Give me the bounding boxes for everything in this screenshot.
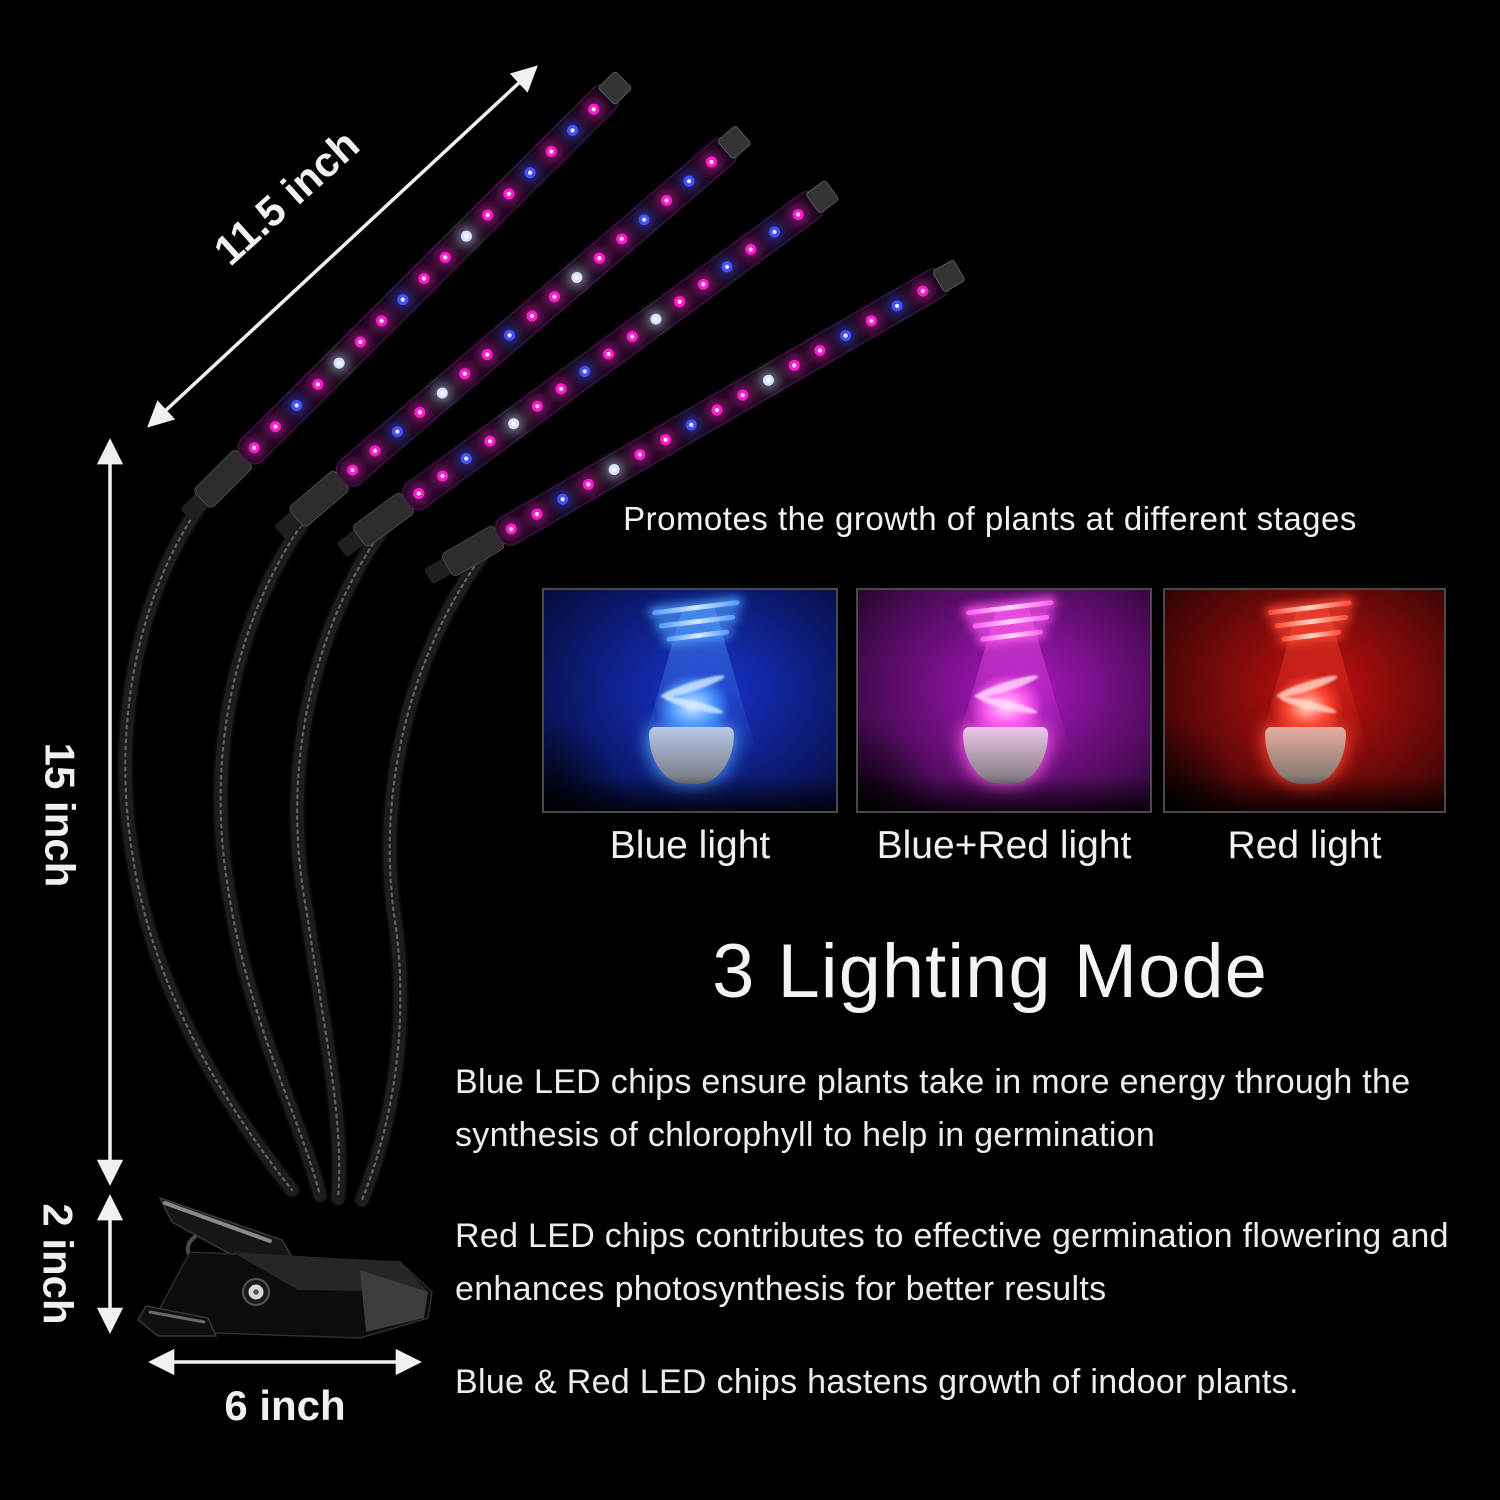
mode-card-red <box>1163 588 1446 813</box>
clip-width-label: 6 inch <box>224 1382 345 1429</box>
bar-length-arrow <box>147 65 538 428</box>
mode-photo-blue-red <box>856 588 1152 813</box>
floor-shadow <box>544 775 836 811</box>
gooseneck-arms <box>116 461 495 1209</box>
bar-end-cap <box>598 71 632 105</box>
gooseneck-arm <box>290 508 400 1205</box>
led-bar <box>424 260 965 584</box>
blue-red-led-description: Blue & Red LED chips hastens growth of i… <box>455 1363 1299 1401</box>
height-label: 15 inch <box>37 743 84 888</box>
clip-height-label: 2 inch <box>35 1203 82 1324</box>
mode-label-red: Red light <box>1227 824 1382 867</box>
promo-title: Promotes the growth of plants at differe… <box>623 500 1357 537</box>
mode-card-blue-red <box>856 588 1152 813</box>
mode-photo-red <box>1163 588 1446 813</box>
bar-end-cap <box>718 126 751 159</box>
floor-shadow <box>1165 775 1444 811</box>
led-bar <box>337 180 839 557</box>
mode-card-blue <box>542 588 838 813</box>
bar-end-cap <box>932 260 965 292</box>
mode-photo-blue <box>542 588 838 813</box>
mode-label-blue-red: Blue+Red light <box>876 824 1132 867</box>
lighting-mode-heading: 3 Lighting Mode <box>712 929 1268 1014</box>
blue-led-description: Blue LED chips ensure plants take in mor… <box>455 1063 1411 1154</box>
gooseneck-arm <box>214 485 333 1202</box>
mode-label-blue: Blue light <box>609 824 771 867</box>
floor-shadow <box>858 775 1150 811</box>
bar-end-cap <box>806 180 839 213</box>
clamp-clip <box>137 1196 433 1339</box>
bar-length-label: 11.5 inch <box>205 120 368 274</box>
red-led-description: Red LED chips contributes to effective g… <box>455 1217 1449 1308</box>
